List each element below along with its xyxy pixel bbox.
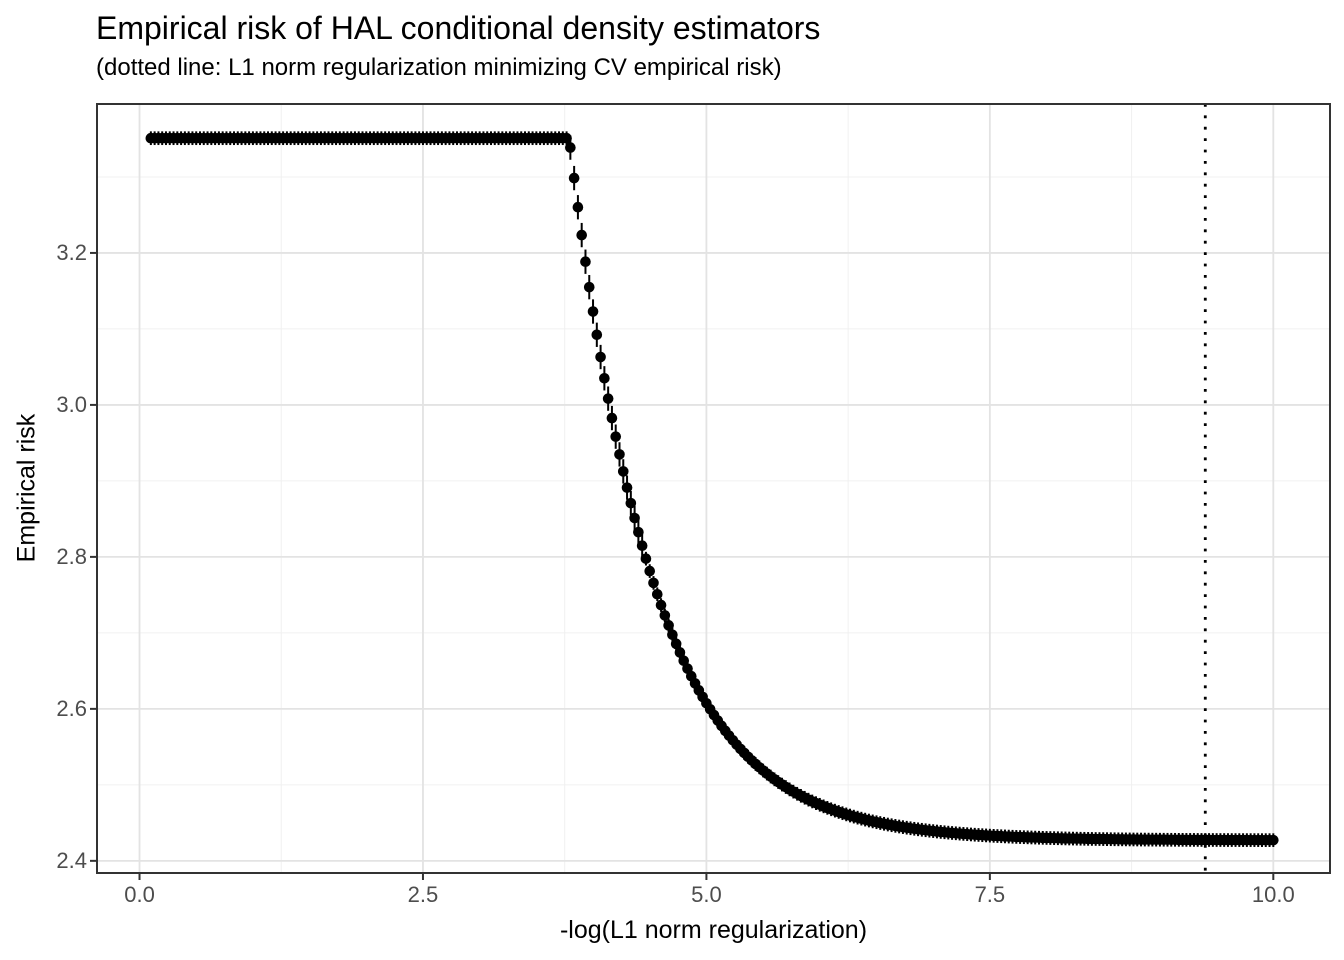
data-point: [663, 620, 674, 631]
data-point: [636, 540, 648, 552]
data-point: [621, 482, 633, 493]
data-point: [614, 449, 625, 460]
data-point: [678, 655, 690, 667]
y-tick-label: 3.2: [56, 239, 87, 265]
data-point: [651, 588, 663, 600]
data-point: [580, 256, 591, 268]
y-tick-label: 2.6: [56, 695, 87, 721]
data-point: [644, 565, 656, 577]
y-tick-label: 2.8: [56, 543, 87, 569]
data-point: [610, 431, 622, 442]
data-point: [606, 412, 618, 424]
data-point: [670, 638, 682, 650]
panel-background: [97, 104, 1330, 873]
y-axis-title: Empirical risk: [12, 413, 41, 563]
data-point: [583, 281, 595, 293]
data-point: [599, 373, 610, 384]
x-axis-title: -log(L1 norm regularization): [559, 916, 868, 944]
data-point: [655, 599, 667, 611]
data-point: [1268, 834, 1279, 846]
data-point: [648, 577, 659, 589]
x-tick-label: 5.0: [691, 882, 722, 907]
data-point: [568, 172, 580, 184]
data-point: [625, 497, 637, 509]
data-point: [595, 351, 606, 363]
x-tick-label: 10.0: [1251, 882, 1295, 907]
data-point: [602, 393, 614, 404]
data-point: [667, 629, 678, 641]
data-point: [565, 142, 576, 153]
data-point: [587, 306, 599, 317]
data-point: [561, 132, 572, 144]
panel-border: [96, 103, 1331, 874]
data-point: [576, 229, 587, 241]
chart-subtitle: (dotted line: L1 norm regularization min…: [96, 54, 782, 81]
data-point: [617, 466, 629, 477]
data-point: [640, 553, 652, 564]
data-point: [591, 329, 603, 341]
data-point: [659, 610, 671, 621]
data-point: [629, 512, 640, 524]
data-point: [674, 647, 686, 658]
y-tick-label: 3.0: [56, 391, 87, 417]
y-tick-label: 2.4: [56, 847, 87, 873]
x-tick-label: 2.5: [407, 882, 439, 907]
data-point: [633, 526, 644, 538]
x-tick-label: 7.5: [974, 882, 1006, 907]
x-tick-label: 0.0: [124, 882, 155, 907]
data-point: [572, 201, 584, 213]
chart-title: Empirical risk of HAL conditional densit…: [96, 10, 821, 46]
